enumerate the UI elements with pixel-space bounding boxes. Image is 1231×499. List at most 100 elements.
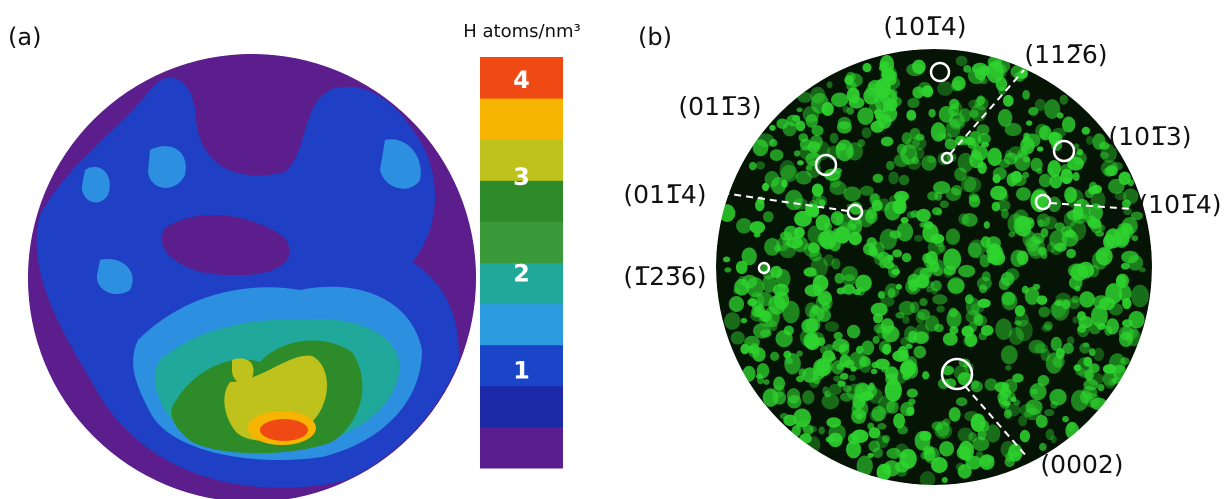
- spot: [1119, 223, 1132, 234]
- spot: [860, 186, 874, 196]
- spot: [880, 61, 890, 68]
- spot: [1001, 272, 1014, 286]
- spot: [946, 229, 960, 245]
- plane-label: (101̅4): [1138, 190, 1221, 219]
- spot: [940, 200, 949, 208]
- spot: [741, 318, 748, 323]
- spot: [796, 351, 802, 357]
- spot: [850, 366, 857, 371]
- spot: [831, 93, 848, 107]
- spot: [920, 471, 936, 487]
- spot: [1060, 169, 1073, 184]
- spot: [942, 477, 948, 483]
- spot: [935, 238, 944, 247]
- spot: [1079, 291, 1095, 307]
- spot: [785, 358, 793, 365]
- spot: [793, 409, 811, 428]
- spot: [871, 303, 888, 317]
- spot: [1073, 152, 1087, 165]
- spot: [747, 346, 755, 354]
- spot: [1014, 216, 1032, 237]
- spot: [1016, 187, 1031, 200]
- spot: [1004, 153, 1018, 165]
- spot: [931, 457, 948, 473]
- spot: [856, 346, 864, 354]
- spot: [1096, 247, 1113, 265]
- plane-label: (0002): [1040, 450, 1123, 479]
- spot: [888, 172, 898, 185]
- spot: [1012, 373, 1023, 382]
- spot: [906, 407, 914, 416]
- spot: [1065, 422, 1079, 439]
- spot: [757, 292, 773, 306]
- spot: [723, 257, 730, 263]
- spot: [719, 204, 735, 222]
- spot: [862, 127, 872, 138]
- spot: [891, 269, 900, 275]
- spot: [845, 147, 854, 158]
- spot: [724, 267, 731, 272]
- spot: [962, 326, 974, 337]
- spot: [946, 119, 961, 138]
- spot: [976, 95, 985, 105]
- spot: [763, 379, 769, 385]
- colorbar-tick-label: 2: [513, 260, 530, 288]
- spot: [907, 98, 919, 108]
- spot: [924, 221, 934, 229]
- spot: [979, 332, 988, 340]
- colorbar-tick-label: 3: [513, 163, 530, 191]
- spot: [815, 361, 830, 372]
- spot: [972, 437, 989, 451]
- spot: [985, 378, 998, 390]
- spot: [852, 399, 869, 419]
- spot: [892, 249, 902, 257]
- spot: [813, 274, 820, 283]
- spot: [1049, 389, 1066, 406]
- spot: [831, 360, 844, 374]
- spot: [857, 456, 873, 477]
- spot: [920, 452, 927, 459]
- spot: [906, 110, 916, 121]
- figure: (a) (b) H atoms/nm³ 1234 (101̅4) (112̅6: [0, 0, 1231, 499]
- spot: [1050, 302, 1066, 318]
- spot: [783, 351, 791, 359]
- spot: [907, 211, 916, 218]
- spot: [886, 161, 895, 170]
- spot: [846, 384, 863, 400]
- spot: [873, 447, 883, 458]
- plane-label: (112̅6): [1024, 40, 1107, 69]
- spot: [1001, 292, 1015, 306]
- spot: [937, 81, 953, 96]
- spot: [1122, 199, 1131, 208]
- spot: [900, 337, 911, 346]
- spot: [770, 266, 782, 278]
- spot: [1027, 219, 1034, 225]
- spot: [750, 221, 765, 234]
- spot: [870, 409, 884, 422]
- spot: [847, 441, 861, 458]
- spot: [878, 291, 886, 299]
- spot: [1028, 107, 1038, 116]
- spot: [1073, 172, 1080, 181]
- colorbar-band: [480, 304, 563, 346]
- desorption-image: [716, 49, 1152, 487]
- contour-map: [28, 54, 476, 499]
- spot: [1035, 124, 1048, 139]
- spot: [943, 418, 951, 426]
- spot: [831, 211, 844, 225]
- spot: [988, 56, 1002, 67]
- spot: [796, 376, 804, 382]
- spot: [1109, 379, 1116, 386]
- spot: [731, 331, 745, 344]
- spot: [879, 341, 891, 354]
- spot: [980, 420, 990, 432]
- spot: [1057, 112, 1064, 118]
- spot: [818, 291, 832, 306]
- spot: [887, 255, 893, 262]
- spot: [799, 145, 817, 160]
- spot: [802, 390, 814, 404]
- spot: [1067, 336, 1074, 345]
- spot: [882, 435, 890, 443]
- spot: [971, 303, 984, 313]
- spot: [1122, 298, 1131, 309]
